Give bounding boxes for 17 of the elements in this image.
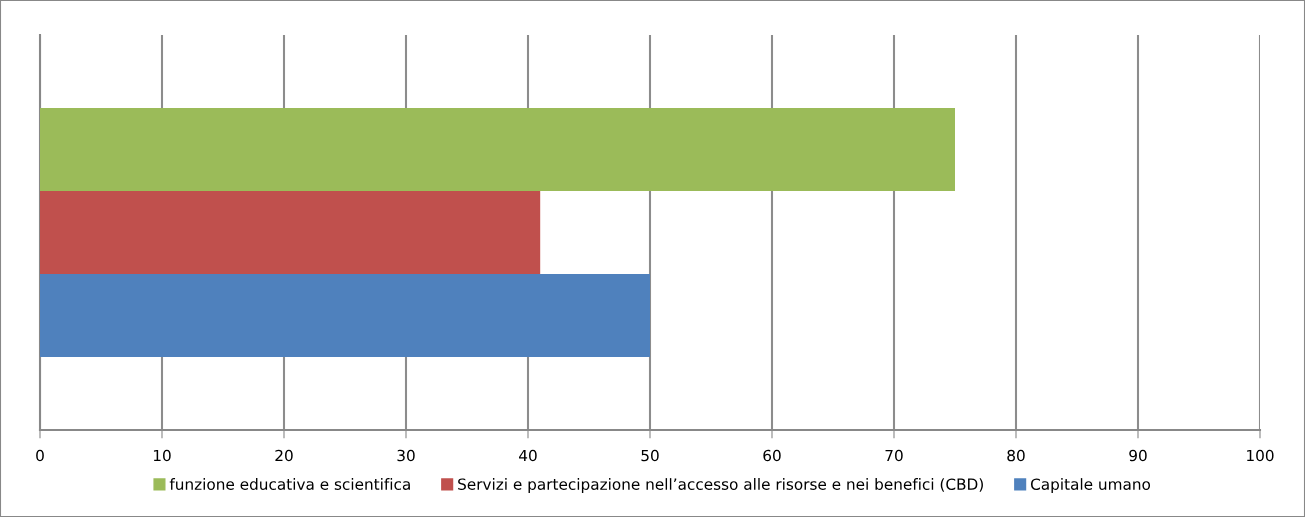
x-tick-label: 40 [519, 449, 537, 462]
x-tick-label: 0 [36, 449, 44, 462]
legend-label: Capitale umano [1030, 478, 1151, 493]
x-tick-label: 100 [1247, 449, 1274, 462]
x-tick-label: 20 [275, 449, 293, 462]
x-tick-label: 60 [763, 449, 781, 462]
x-tick-label: 10 [153, 449, 171, 462]
x-tick-label: 70 [885, 449, 903, 462]
legend-label: Servizi e partecipazione nell’accesso alle risorse e nei benefici (CBD) [458, 478, 983, 493]
bar [40, 108, 955, 192]
bar [40, 273, 650, 357]
x-tick-label: 90 [1129, 449, 1147, 462]
x-tick-label: 80 [1007, 449, 1025, 462]
x-tick-label: 30 [397, 449, 415, 462]
x-tick-label: 50 [641, 449, 659, 462]
bar [40, 191, 541, 274]
legend-label: funzione educativa e scientifica [169, 478, 410, 490]
